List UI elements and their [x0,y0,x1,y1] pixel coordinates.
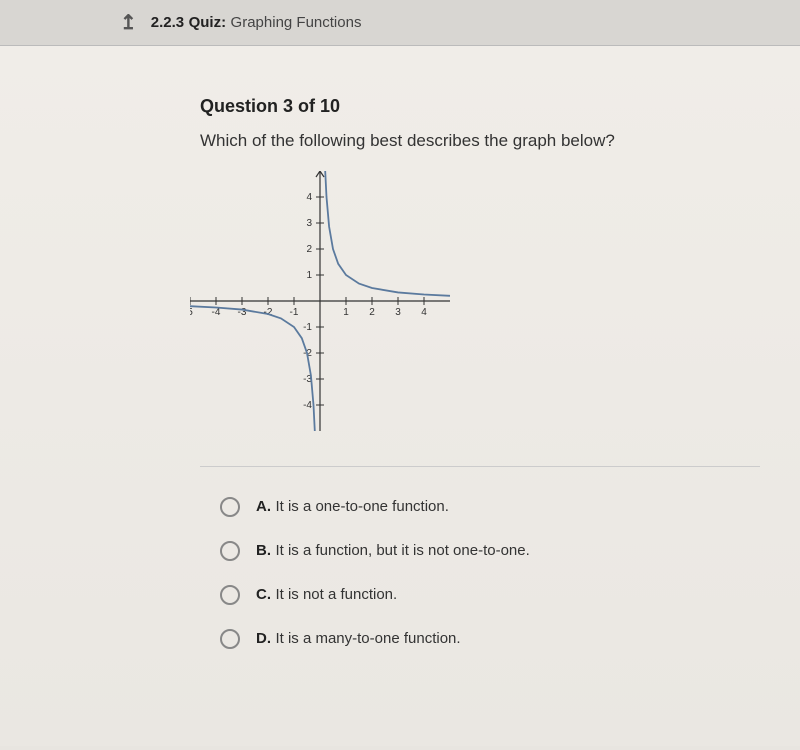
quiz-title: Graphing Functions [231,14,362,31]
option-body: It is a many-to-one function. [275,630,460,647]
radio-icon [220,629,240,649]
quiz-code-label: 2.2.3 Quiz: Graphing Functions [151,14,362,32]
option-text-wrap: C. It is not a function. [256,586,397,604]
graph-figure: 5-4-3-2-11234-4-3-2-11234 [190,171,760,436]
svg-text:-4: -4 [303,400,312,411]
option-text-wrap: B. It is a function, but it is not one-t… [256,542,530,560]
option-letter: C. [256,586,271,603]
svg-text:-1: -1 [290,307,299,318]
svg-text:2: 2 [306,244,312,255]
back-icon[interactable]: ↥ [120,10,137,35]
svg-text:-1: -1 [303,322,312,333]
svg-text:3: 3 [306,218,312,229]
option-text-wrap: A. It is a one-to-one function. [256,498,449,516]
option-letter: D. [256,630,271,647]
question-content: Question 3 of 10 Which of the following … [0,46,800,746]
quiz-code: 2.2.3 [151,14,184,31]
option-body: It is a one-to-one function. [275,498,448,515]
svg-text:4: 4 [306,192,312,203]
question-number: Question 3 of 10 [200,96,760,117]
svg-text:2: 2 [369,307,375,318]
radio-icon [220,541,240,561]
options-list: A. It is a one-to-one function. B. It is… [200,497,760,649]
option-letter: A. [256,498,271,515]
option-d[interactable]: D. It is a many-to-one function. [220,629,760,649]
radio-icon [220,585,240,605]
option-a[interactable]: A. It is a one-to-one function. [220,497,760,517]
option-letter: B. [256,542,271,559]
quiz-header: ↥ 2.2.3 Quiz: Graphing Functions [0,0,800,46]
radio-icon [220,497,240,517]
option-body: It is a function, but it is not one-to-o… [275,542,529,559]
svg-text:5: 5 [190,307,193,318]
svg-text:1: 1 [306,270,312,281]
question-text: Which of the following best describes th… [200,131,760,151]
option-b[interactable]: B. It is a function, but it is not one-t… [220,541,760,561]
option-text-wrap: D. It is a many-to-one function. [256,630,461,648]
divider [200,466,760,467]
svg-text:4: 4 [421,307,427,318]
option-c[interactable]: C. It is not a function. [220,585,760,605]
option-body: It is not a function. [275,586,397,603]
reciprocal-graph: 5-4-3-2-11234-4-3-2-11234 [190,171,450,431]
quiz-label-bold: Quiz: [189,14,227,31]
svg-text:3: 3 [395,307,401,318]
svg-text:1: 1 [343,307,349,318]
svg-text:-2: -2 [264,307,273,318]
